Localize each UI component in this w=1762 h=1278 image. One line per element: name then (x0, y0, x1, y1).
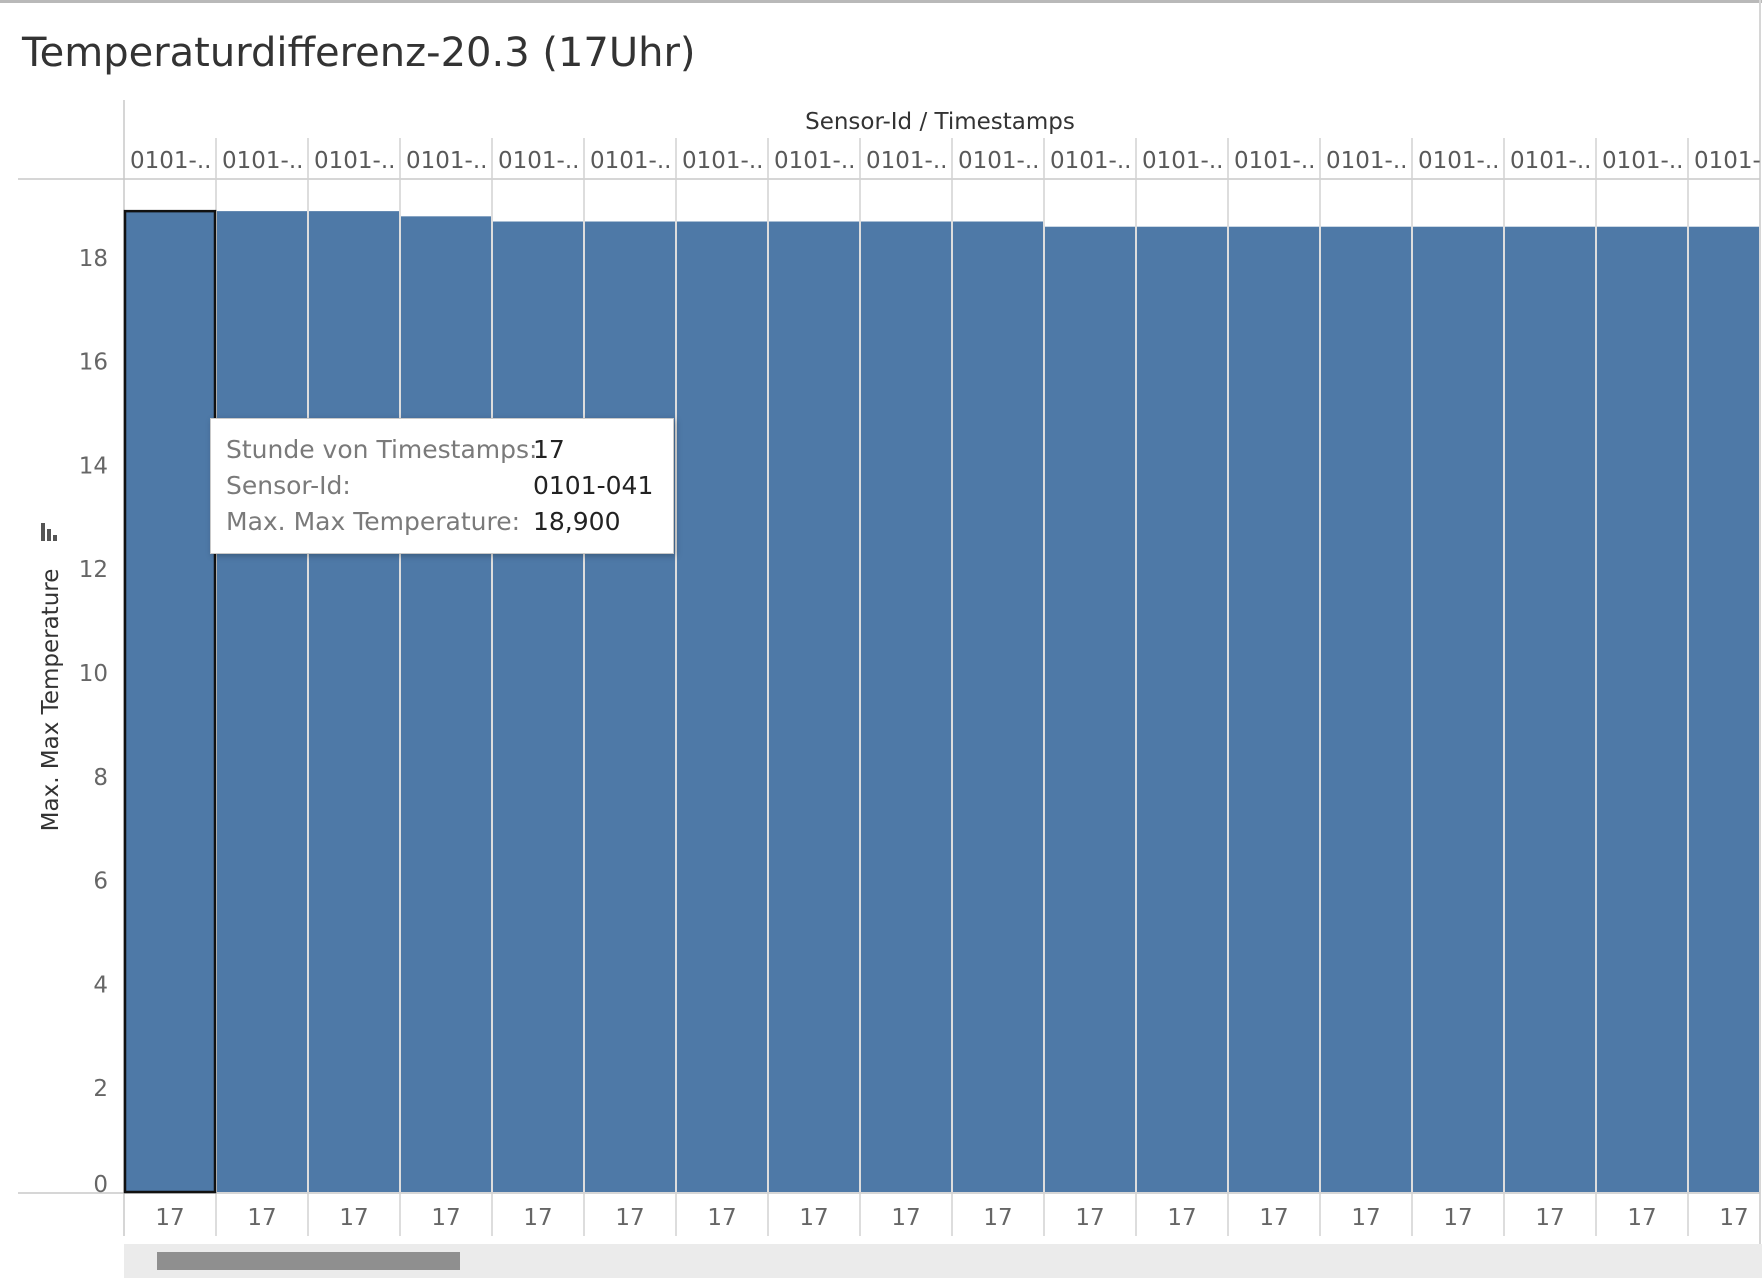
bar[interactable] (677, 221, 767, 1192)
y-tick-label: 10 (79, 661, 108, 687)
horizontal-scrollbar[interactable] (124, 1244, 1762, 1278)
x-tick-label: 17 (523, 1205, 552, 1231)
x-tick-label: 17 (1443, 1205, 1472, 1231)
column-header-label[interactable]: 0101-.. (774, 148, 855, 174)
selected-bar-outline (123, 209, 217, 1194)
bar[interactable] (493, 221, 583, 1192)
tooltip-value: 18,900 (533, 507, 621, 536)
column-header-label[interactable]: 0101-.. (406, 148, 487, 174)
column-header-label[interactable]: 0101-.. (958, 148, 1039, 174)
column-header-label[interactable]: 0101-.. (1234, 148, 1315, 174)
bar[interactable] (585, 221, 675, 1192)
x-tick-label: 17 (615, 1205, 644, 1231)
x-tick-label: 17 (1719, 1205, 1748, 1231)
y-tick-label: 6 (93, 869, 108, 895)
x-tick-label: 17 (1627, 1205, 1656, 1231)
column-header-label[interactable]: 0101-.. (682, 148, 763, 174)
y-axis-title: Max. Max Temperature (38, 569, 64, 832)
tooltip-key: Stunde von Timestamps: (226, 435, 538, 464)
y-tick-label: 14 (79, 453, 108, 479)
x-tick-label: 17 (339, 1205, 368, 1231)
tooltip-key: Max. Max Temperature: (226, 507, 520, 536)
x-tick-label: 17 (1075, 1205, 1104, 1231)
column-header-label[interactable]: 0101-.. (222, 148, 303, 174)
tooltip-key: Sensor-Id: (226, 471, 351, 500)
bar[interactable] (1413, 226, 1503, 1192)
y-tick-label: 0 (93, 1172, 108, 1198)
tooltip-value: 17 (533, 435, 565, 464)
x-tick-label: 17 (247, 1205, 276, 1231)
bar[interactable] (769, 221, 859, 1192)
column-header-label[interactable]: 0101-.. (1418, 148, 1499, 174)
column-header-label[interactable]: 0101-.. (1050, 148, 1131, 174)
x-tick-label: 17 (155, 1205, 184, 1231)
bar[interactable] (1597, 226, 1687, 1192)
column-header-label[interactable]: 0101-.. (314, 148, 395, 174)
bar[interactable] (125, 211, 215, 1193)
bar[interactable] (1689, 226, 1759, 1192)
column-header-label[interactable]: 0101-.. (130, 148, 211, 174)
y-tick-label: 8 (93, 765, 108, 791)
x-tick-label: 17 (1167, 1205, 1196, 1231)
y-tick-label: 18 (79, 246, 108, 272)
y-tick-label: 16 (79, 350, 108, 376)
bar[interactable] (401, 216, 491, 1193)
tooltip: Stunde von Timestamps: 17 Sensor-Id: 010… (210, 418, 674, 554)
column-header-label[interactable]: 0101- (1694, 148, 1761, 174)
bar[interactable] (1229, 226, 1319, 1192)
x-tick-label: 17 (1535, 1205, 1564, 1231)
column-header-label[interactable]: 0101-.. (1510, 148, 1591, 174)
scrollbar-thumb[interactable] (157, 1252, 460, 1270)
x-tick-label: 17 (799, 1205, 828, 1231)
column-header-label[interactable]: 0101-.. (498, 148, 579, 174)
column-header-label[interactable]: 0101-.. (1602, 148, 1683, 174)
x-tick-label: 17 (983, 1205, 1012, 1231)
bar[interactable] (1045, 226, 1135, 1192)
page-title: Temperaturdifferenz-20.3 (17Uhr) (22, 30, 696, 76)
right-border (1759, 0, 1761, 1278)
bar[interactable] (309, 211, 399, 1193)
y-tick-label: 2 (93, 1076, 108, 1102)
y-tick-label: 12 (79, 557, 108, 583)
bar[interactable] (953, 221, 1043, 1192)
x-tick-label: 17 (1351, 1205, 1380, 1231)
x-tick-label: 17 (707, 1205, 736, 1231)
x-tick-label: 17 (431, 1205, 460, 1231)
bar[interactable] (1137, 226, 1227, 1192)
column-header-label[interactable]: 0101-.. (866, 148, 947, 174)
y-tick-label: 4 (93, 972, 108, 998)
bar[interactable] (861, 221, 951, 1192)
bar[interactable] (1505, 226, 1595, 1192)
x-tick-label: 17 (1259, 1205, 1288, 1231)
bar[interactable] (1321, 226, 1411, 1192)
bar[interactable] (217, 211, 307, 1193)
column-header-label[interactable]: 0101-.. (1142, 148, 1223, 174)
tooltip-value: 0101-041 (533, 471, 654, 500)
column-header-label[interactable]: 0101-.. (590, 148, 671, 174)
sort-bars-icon[interactable] (38, 520, 62, 544)
x-tick-label: 17 (891, 1205, 920, 1231)
top-border (0, 0, 1762, 3)
column-header-label[interactable]: 0101-.. (1326, 148, 1407, 174)
column-header-title: Sensor-Id / Timestamps (805, 109, 1075, 135)
